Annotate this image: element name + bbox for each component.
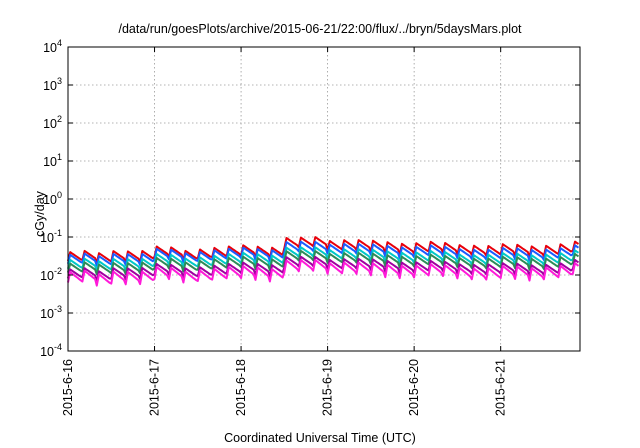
series-line-4 (67, 249, 580, 276)
y-tick-label: 102 (43, 114, 62, 131)
y-tick-label: 10-4 (40, 342, 62, 359)
chart-title: /data/run/goesPlots/archive/2015-06-21/2… (118, 22, 522, 36)
series-line-2 (67, 240, 580, 267)
x-tick-label: 2015-6-16 (61, 359, 75, 416)
y-tick-label: 103 (43, 76, 62, 93)
y-tick-label: 10-1 (40, 228, 62, 245)
grid (68, 47, 580, 351)
series-line-6 (67, 259, 580, 287)
x-tick-label: 2015-6-17 (148, 359, 162, 416)
series-line-3 (67, 246, 580, 272)
y-tick-label: 10-3 (40, 304, 62, 321)
x-tick-label: 2015-6-21 (494, 359, 508, 416)
series-line-5 (67, 255, 580, 282)
y-tick-label: 101 (43, 152, 62, 169)
x-tick-label: 2015-6-19 (321, 359, 335, 416)
series-group (67, 236, 580, 287)
series-line-1 (67, 236, 580, 264)
y-tick-label: 100 (43, 190, 62, 207)
x-tick-label: 2015-6-20 (407, 359, 421, 416)
y-tick-label: 10-2 (40, 266, 62, 283)
y-tick-label: 104 (43, 38, 62, 55)
axis-ticks: 10-4 10-3 10-2 10-1 100 101 102 103 104 2015-6-16… (40, 38, 580, 416)
x-axis-label: Coordinated Universal Time (UTC) (224, 431, 416, 445)
x-tick-label: 2015-6-18 (234, 359, 248, 416)
